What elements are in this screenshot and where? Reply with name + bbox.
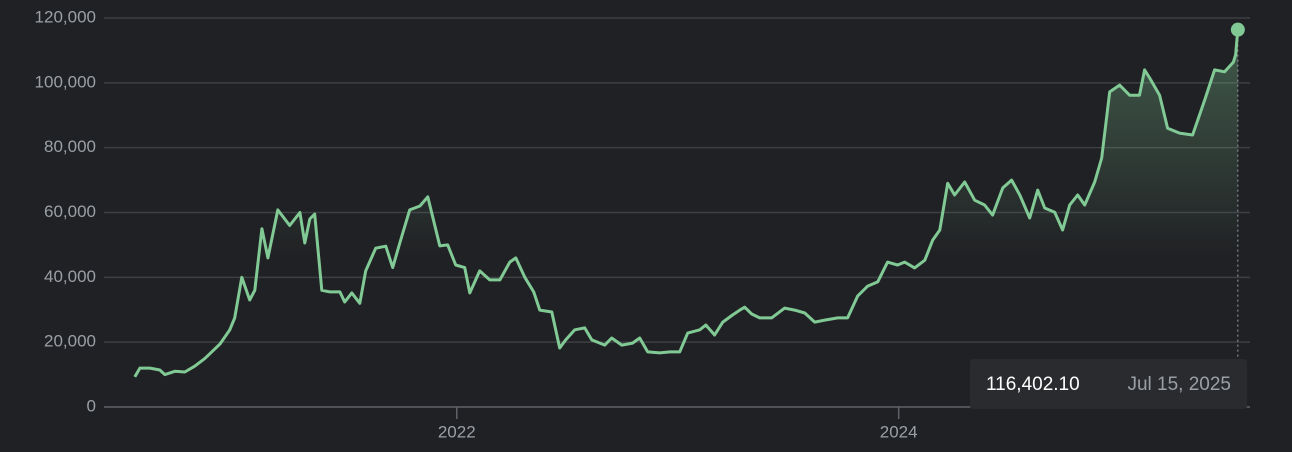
y-tick-label: 0 — [87, 396, 96, 415]
tooltip-box — [970, 359, 1247, 409]
y-tick-label: 120,000 — [35, 7, 96, 26]
tooltip: 116,402.10 Jul 15, 2025 — [970, 359, 1247, 409]
y-tick-label: 100,000 — [35, 72, 96, 91]
hover-dot — [1230, 22, 1245, 37]
price-line — [133, 29, 1240, 378]
tooltip-date: Jul 15, 2025 — [1127, 374, 1231, 395]
tooltip-value: 116,402.10 — [986, 374, 1080, 395]
x-tick-label: 2022 — [438, 422, 476, 441]
x-tick-label: 2024 — [880, 422, 918, 441]
y-tick-label: 80,000 — [44, 137, 96, 156]
y-tick-label: 20,000 — [44, 332, 96, 351]
y-tick-label: 40,000 — [44, 267, 96, 286]
area — [134, 29, 1238, 407]
y-tick-label: 60,000 — [44, 202, 96, 221]
